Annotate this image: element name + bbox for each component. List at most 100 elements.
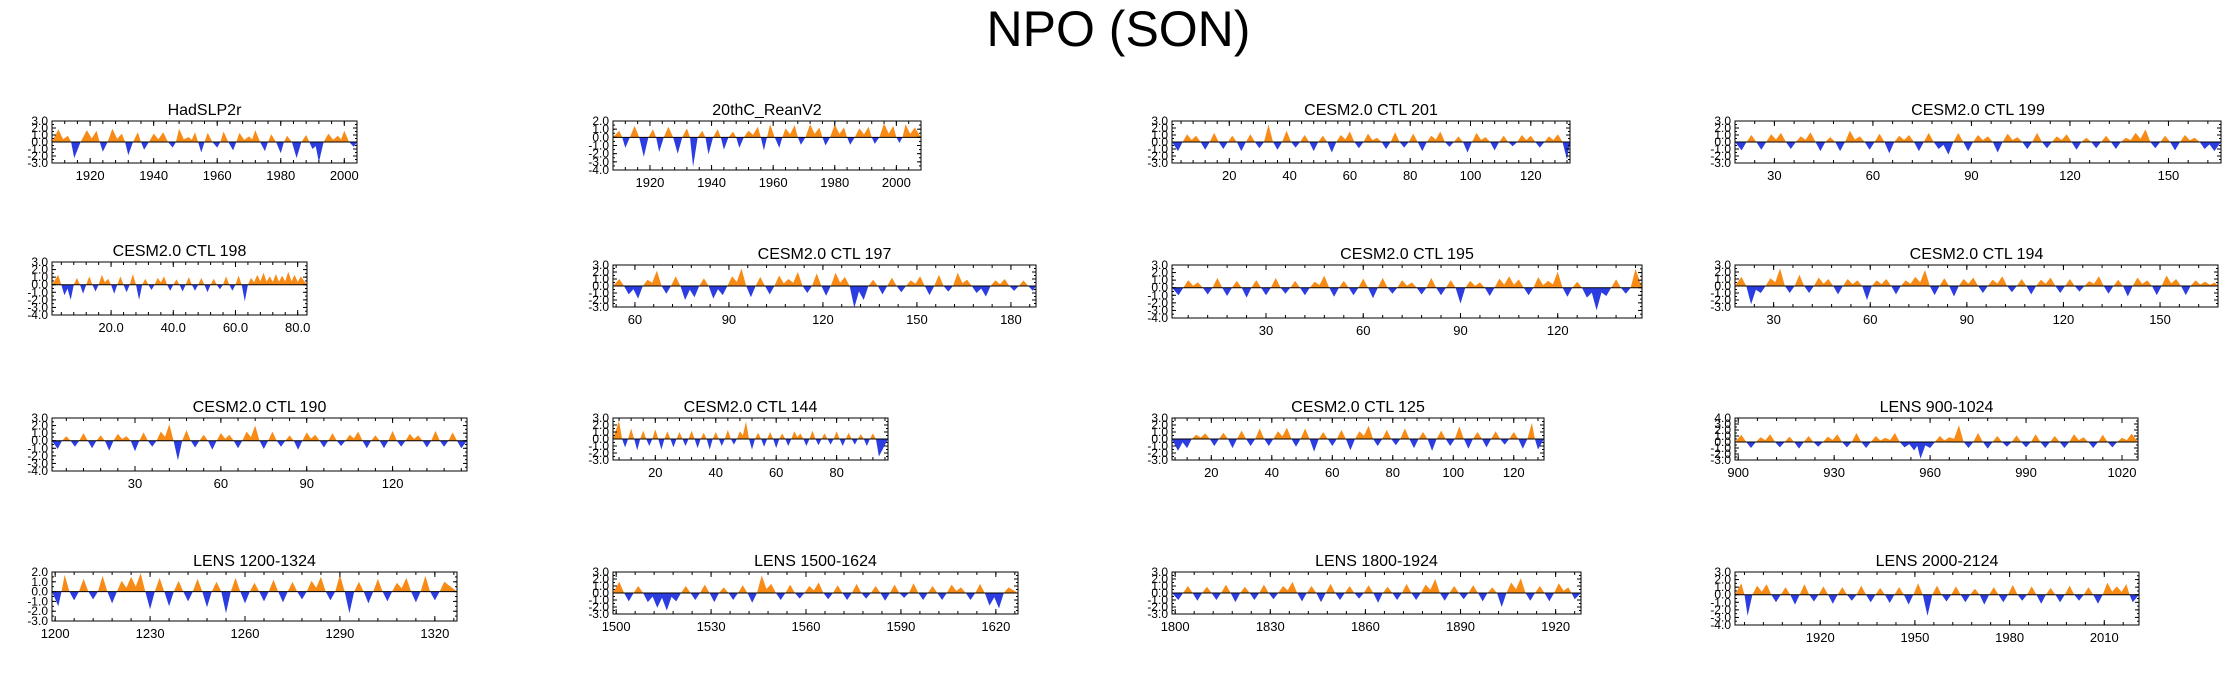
y-tick-label: 0.0 bbox=[592, 432, 609, 446]
x-tick-label: 150 bbox=[2158, 168, 2180, 183]
y-tick-label: 3.0 bbox=[1714, 258, 1731, 272]
y-tick-label: 3.0 bbox=[31, 411, 48, 425]
y-tick-label: -1.0 bbox=[1710, 286, 1731, 300]
y-tick-label: 1.0 bbox=[1151, 128, 1168, 142]
chart-title: CESM2.0 CTL 201 bbox=[1304, 102, 1438, 119]
y-tick-label: 3.0 bbox=[592, 565, 609, 579]
y-tick-label: 0.0 bbox=[1714, 435, 1731, 449]
y-tick-label: 1.0 bbox=[1714, 272, 1731, 286]
x-tick-label: 100 bbox=[1460, 168, 1482, 183]
y-tick-label: -1.0 bbox=[27, 441, 48, 455]
y-tick-label: -4.0 bbox=[27, 464, 48, 478]
x-tick-label: 120 bbox=[382, 476, 404, 491]
y-tick-label: 2.0 bbox=[31, 565, 48, 579]
y-tick-label: -1.0 bbox=[1147, 142, 1168, 156]
y-tick-label: 3.0 bbox=[592, 258, 609, 272]
x-tick-label: 100 bbox=[1442, 465, 1464, 480]
chart-title: 20thC_ReanV2 bbox=[712, 102, 822, 119]
chart-title: CESM2.0 CTL 125 bbox=[1291, 399, 1425, 416]
y-tick-label: 0.0 bbox=[31, 278, 48, 292]
x-tick-label: 90 bbox=[1960, 312, 1974, 327]
x-tick-label: 1950 bbox=[1900, 630, 1929, 645]
y-tick-label: 1.0 bbox=[31, 128, 48, 142]
x-tick-label: 60 bbox=[628, 312, 642, 327]
y-tick-label: 3.0 bbox=[1714, 417, 1731, 431]
y-tick-label: 0.0 bbox=[1151, 586, 1168, 600]
chart-title: CESM2.0 CTL 199 bbox=[1911, 102, 2045, 119]
positive-area bbox=[613, 268, 1036, 286]
chart-panel: HadSLP2r 3.02.01.00.0-1.0-2.0-3.0 1920 1940… bbox=[27, 102, 358, 183]
x-tick-label: 30 bbox=[1259, 323, 1273, 338]
x-tick-label: 40.0 bbox=[161, 320, 186, 335]
y-tick-label: 2.0 bbox=[1714, 573, 1731, 587]
x-tick-label: 150 bbox=[2149, 312, 2171, 327]
x-tick-label: 1020 bbox=[2108, 465, 2137, 480]
y-tick-label: -3.0 bbox=[1710, 300, 1731, 314]
y-tick-label: -1.0 bbox=[1147, 439, 1168, 453]
y-tick-label: 1.0 bbox=[31, 426, 48, 440]
y-tick-label: 2.0 bbox=[1714, 423, 1731, 437]
x-tick-label: 20.0 bbox=[98, 320, 123, 335]
y-tick-label: 3.0 bbox=[1714, 114, 1731, 128]
y-tick-label: -2.0 bbox=[1710, 149, 1731, 163]
y-tick-label: -1.0 bbox=[1710, 142, 1731, 156]
x-tick-label: 1230 bbox=[136, 626, 165, 641]
y-tick-label: -4.0 bbox=[588, 163, 609, 177]
x-tick-label: 990 bbox=[2015, 465, 2037, 480]
x-tick-label: 1290 bbox=[325, 626, 354, 641]
positive-area bbox=[1172, 124, 1570, 142]
x-tick-label: 20 bbox=[648, 465, 662, 480]
y-tick-label: 2.0 bbox=[31, 419, 48, 433]
chart-panel: CESM2.0 CTL 197 3.02.01.00.0-1.0-2.0-3.0 6… bbox=[588, 246, 1037, 327]
x-tick-label: 40 bbox=[1282, 168, 1296, 183]
x-tick-label: 960 bbox=[1919, 465, 1941, 480]
positive-area bbox=[52, 128, 357, 142]
chart-title: LENS 1800-1924 bbox=[1315, 553, 1438, 570]
x-tick-label: 20 bbox=[1204, 465, 1218, 480]
x-tick-label: 1960 bbox=[203, 168, 232, 183]
y-tick-label: -3.0 bbox=[588, 453, 609, 467]
positive-area bbox=[52, 424, 467, 441]
y-tick-label: -2.0 bbox=[588, 293, 609, 307]
x-tick-label: 80 bbox=[1386, 465, 1400, 480]
negative-area bbox=[1172, 287, 1642, 311]
x-tick-label: 30 bbox=[128, 476, 142, 491]
x-tick-label: 120 bbox=[2059, 168, 2081, 183]
page-title: NPO (SON) bbox=[986, 1, 1251, 57]
x-tick-label: 1200 bbox=[41, 626, 70, 641]
positive-area bbox=[52, 573, 457, 592]
x-tick-label: 180 bbox=[1000, 312, 1022, 327]
y-tick-label: -2.0 bbox=[588, 446, 609, 460]
y-tick-label: 1.0 bbox=[31, 270, 48, 284]
y-tick-label: -3.0 bbox=[27, 300, 48, 314]
y-tick-label: 1.0 bbox=[592, 272, 609, 286]
y-tick-label: -3.0 bbox=[1710, 610, 1731, 624]
negative-area bbox=[52, 440, 467, 461]
x-tick-label: 1860 bbox=[1351, 619, 1380, 634]
x-tick-label: 1980 bbox=[1995, 630, 2024, 645]
y-tick-label: 2.0 bbox=[1714, 121, 1731, 135]
positive-area bbox=[1735, 425, 2138, 442]
y-tick-label: -3.0 bbox=[1147, 156, 1168, 170]
x-tick-label: 30 bbox=[1766, 312, 1780, 327]
y-tick-label: 1.0 bbox=[592, 122, 609, 136]
x-tick-label: 40 bbox=[709, 465, 723, 480]
positive-area bbox=[613, 123, 921, 138]
y-tick-label: 1.0 bbox=[1151, 579, 1168, 593]
y-tick-label: 2.0 bbox=[1151, 418, 1168, 432]
x-tick-label: 60 bbox=[214, 476, 228, 491]
negative-area bbox=[1172, 593, 1581, 607]
y-tick-label: 0.0 bbox=[1714, 588, 1731, 602]
y-tick-label: -1.0 bbox=[588, 439, 609, 453]
y-tick-label: 3.0 bbox=[31, 114, 48, 128]
y-tick-label: -1.0 bbox=[1710, 595, 1731, 609]
x-tick-label: 1890 bbox=[1446, 619, 1475, 634]
y-tick-label: 2.0 bbox=[592, 265, 609, 279]
y-tick-label: -1.0 bbox=[1710, 441, 1731, 455]
y-tick-label: 1.0 bbox=[1714, 429, 1731, 443]
chart-panel: LENS 900-1024 4.03.02.01.00.0-1.0-2.0-3.0… bbox=[1710, 399, 2139, 480]
y-tick-label: -4.0 bbox=[27, 308, 48, 322]
chart-title: CESM2.0 CTL 194 bbox=[1910, 246, 2044, 263]
y-tick-label: 0.0 bbox=[31, 135, 48, 149]
x-tick-label: 120 bbox=[1503, 465, 1525, 480]
